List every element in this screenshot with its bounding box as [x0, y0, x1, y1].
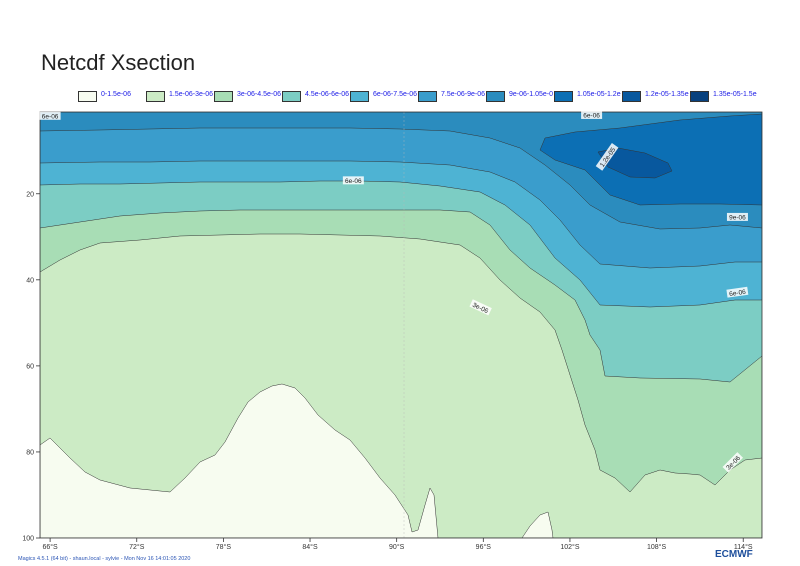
legend-label: 1.35e-05-1.5e-05 — [713, 91, 757, 98]
x-tick-label: 66°S — [42, 543, 58, 551]
y-tick-label: 40 — [26, 277, 34, 284]
contour-label: 6e-06 — [342, 176, 364, 185]
contour-label-bg — [39, 111, 61, 120]
x-tick-label: 72°S — [129, 543, 145, 551]
contour-label-bg — [342, 176, 364, 185]
legend-swatch — [78, 91, 97, 102]
legend-label: 1.2e-05-1.35e-05 — [645, 91, 689, 98]
x-tick-label: 114°S — [734, 543, 753, 551]
legend-label: 1.5e-06-3e-06 — [169, 91, 213, 98]
x-tick-label: 78°S — [216, 543, 232, 551]
band-1.2e-05-1.35e-05 — [597, 147, 673, 179]
legend-swatch — [146, 91, 165, 102]
legend-label: 7.5e-06-9e-06 — [441, 91, 485, 98]
legend-swatch — [554, 91, 573, 102]
ecmwf-logo: ECMWF — [715, 549, 753, 560]
contour-label: 6e-06 — [726, 286, 749, 298]
legend-label: 6e-06-7.5e-06 — [373, 91, 417, 98]
contour-label-bg — [581, 110, 603, 119]
contour-label: 6e-06 — [39, 111, 61, 121]
contour-label: 6e-06 — [581, 110, 603, 120]
x-tick-label: 84°S — [302, 543, 318, 551]
plot-frame — [39, 111, 763, 539]
y-tick-label: 60 — [26, 363, 34, 370]
legend-label: 4.5e-06-6e-06 — [305, 91, 349, 98]
x-tick-label: 96°S — [476, 543, 492, 551]
contour-fills — [40, 112, 762, 538]
contour-label-bg — [726, 286, 749, 298]
legend-swatch — [622, 91, 641, 102]
x-tick-label: 90°S — [389, 543, 405, 551]
y-tick-label: 80 — [26, 449, 34, 456]
x-tick-label: 108°S — [647, 543, 666, 551]
legend-swatch — [214, 91, 233, 102]
legend-label: 0-1.5e-06 — [101, 91, 131, 98]
legend-label: 1.05e-05-1.2e-05 — [577, 91, 621, 98]
contour-label-bg — [469, 299, 492, 316]
band-0-1.5e-06-right — [521, 511, 554, 538]
x-tick-label: 102°S — [560, 543, 579, 551]
legend-swatch — [690, 91, 709, 102]
axes: 66°S 72°S 78°S 84°S 90°S 96°S 102°S 108°S 114°S 2… — [22, 191, 753, 551]
band-0-1.5e-06 — [40, 383, 439, 538]
legend-swatch — [282, 91, 301, 102]
contour-label-text: 9e-06 — [729, 215, 746, 222]
legend-swatch — [350, 91, 369, 102]
contour-label-text: 6e-06 — [42, 114, 59, 121]
contour-label-text: 6e-06 — [583, 113, 600, 120]
contour-label-bg — [722, 452, 744, 473]
legend-swatch — [486, 91, 505, 102]
contour-label-bg — [726, 212, 748, 221]
y-tick-label: 100 — [22, 536, 34, 543]
contour-label-text: 6e-06 — [345, 178, 362, 185]
contour-label-text: 6e-06 — [729, 289, 747, 298]
legend-swatch — [418, 91, 437, 102]
legend-label: 9e-06-1.05e-05 — [509, 91, 553, 98]
chart-title: Netcdf Xsection — [41, 50, 196, 75]
legend: 0-1.5e-06 1.5e-06-3e-06 3e-06-4.5e-06 4.5e-… — [78, 90, 758, 104]
contour-label-bg — [595, 143, 619, 171]
y-tick-label: 20 — [26, 191, 34, 198]
legend-label: 3e-06-4.5e-06 — [237, 91, 281, 98]
footer-text: Magics 4.5.1 (64 bit) - shaun.local - sy… — [18, 556, 191, 562]
contour-label: 9e-06 — [726, 212, 748, 222]
